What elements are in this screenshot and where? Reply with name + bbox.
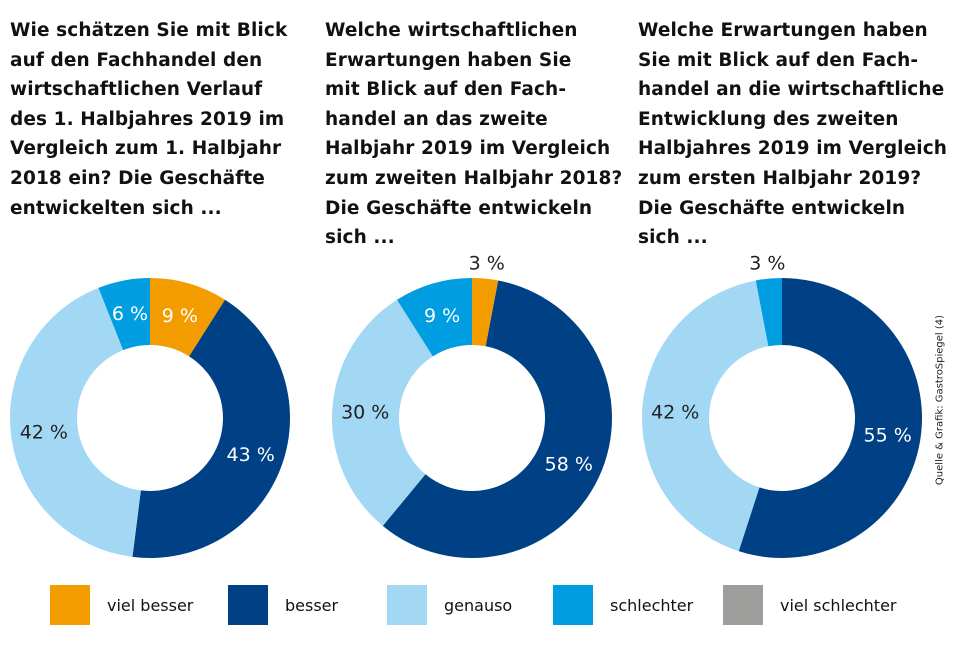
slice-genauso [9,287,141,557]
title-line: Welche wirtschaftlichen [325,20,578,41]
slice-schlechter [755,278,782,347]
legend-swatch [553,585,593,625]
slice-viel-besser [472,278,499,347]
data-label: 43 % [227,444,275,466]
title-line: Welche Erwartungen haben [638,20,928,41]
donut-chart-1: 9 % 43 % 42 % 6 % [9,278,290,558]
title-line: Entwicklung des zweiten [638,108,899,130]
title-line: zum zweiten Halbjahr 2018? [325,167,623,189]
title-line: Die Geschäfte entwickeln [325,197,593,219]
slice-genauso [642,280,769,552]
data-label: 6 % [112,303,148,325]
slice-besser [382,280,613,558]
legend-item-genauso: genauso [387,585,512,625]
title-line: 2018 ein? Die Geschäfte [10,167,265,189]
legend-swatch [50,585,90,625]
title-line: mit Blick auf den Fach- [325,79,567,101]
title-line: handel an das zweite [325,108,548,130]
legend-swatch [387,585,427,625]
legend-label: viel schlechter [780,595,897,615]
slice-viel-besser [150,278,226,357]
legend-label: schlechter [610,595,694,615]
data-label: 58 % [545,454,593,476]
title-line: handel an die wirtschaftliche [638,79,945,101]
legend-item-schlechter: schlechter [553,585,693,625]
data-label: 42 % [651,401,699,423]
legend-item-viel-schlechter: viel schlechter [723,585,896,625]
title-line: des 1. Halbjahres 2019 im [10,108,285,130]
legend-item-viel-besser: viel besser [50,585,193,625]
slice-schlechter [396,278,472,357]
title-line: Erwartungen haben Sie [325,49,572,71]
title-line: Halbjahr 2019 im Vergleich [325,138,611,160]
title-line: sich ... [638,227,708,249]
title-line: Sie mit Blick auf den Fach- [638,49,919,71]
donut-chart-2: 3 % 58 % 30 % 9 % [332,253,613,558]
title-line: auf den Fachhandel den [10,49,263,71]
legend-swatch [723,585,763,625]
slice-besser [132,299,290,558]
data-label: 3 % [749,253,785,275]
slice-genauso [332,299,433,526]
title-line: wirtschaftlichen Verlauf [10,79,263,101]
legend-item-besser: besser [228,585,338,625]
legend-label: viel besser [107,595,194,615]
chart-title-2: Welche wirtschaftlichen Erwartungen haben… [325,16,622,253]
data-label: 30 % [341,401,389,423]
title-line: sich ... [325,227,395,249]
title-line: zum ersten Halbjahr 2019? [638,167,922,189]
data-label: 42 % [20,421,68,443]
title-line: Vergleich zum 1. Halbjahr [10,138,282,160]
title-line: Wie schätzen Sie mit Blick [10,20,288,41]
donut-chart-3: 55 % 42 % 3 % [642,253,923,558]
slice-besser [738,278,923,558]
legend-label: besser [285,595,339,615]
data-label: 55 % [864,425,912,447]
legend-swatch [228,585,268,625]
title-line: Die Geschäfte entwickeln [638,197,906,219]
chart-title-3: Welche Erwartungen haben Sie mit Blick au… [638,16,947,253]
chart-title-1: Wie schätzen Sie mit Blick auf den Fachha… [10,16,287,223]
source-note: Quelle & Grafik: GastroSpiegel (4) [934,314,946,486]
data-label: 9 % [162,305,198,327]
legend-label: genauso [444,595,513,615]
data-label: 9 % [424,305,460,327]
data-label: 3 % [469,253,505,275]
title-line: Halbjahres 2019 im Vergleich [638,138,948,160]
title-line: entwickelten sich ... [10,197,222,219]
slice-schlechter [98,278,150,351]
